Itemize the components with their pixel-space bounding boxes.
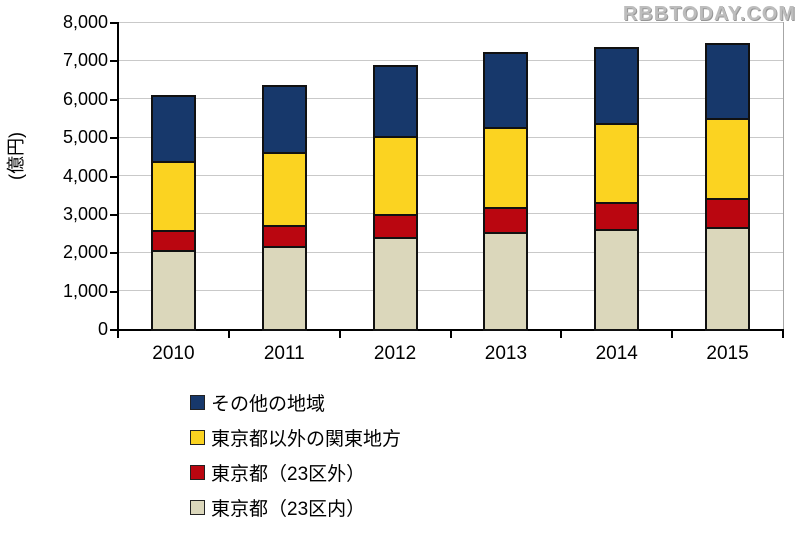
bar-segment [261,152,307,227]
legend-label: その他の地域 [211,393,326,415]
x-axis-tick [782,331,784,338]
bar-segment [150,229,196,252]
x-axis-tick [227,331,230,338]
bar-segment [705,42,751,120]
gridline [118,251,783,253]
y-axis-title: (億円) [6,132,26,180]
bar-segment [150,94,196,164]
bar-segment [483,126,529,210]
bar-segment [594,228,640,331]
y-axis-line [117,22,119,331]
y-axis-tick-label: 2,000 [62,242,108,263]
y-axis-tick-label: 7,000 [62,50,108,71]
x-axis-line [117,329,784,331]
x-axis-category-label: 2010 [152,343,195,364]
y-axis-tick [110,213,118,216]
gridline [118,59,783,61]
bar-segment [483,231,529,331]
bar-segment [594,47,640,125]
gridline [118,213,783,215]
x-axis-category-label: 2012 [373,343,417,364]
plot-right-border [783,22,784,329]
gridline [118,136,783,138]
bar-segment [594,201,640,231]
legend-label: 東京都（23区内） [211,498,366,520]
bar-segment [261,84,307,155]
x-axis-tick [338,331,341,338]
bar-segment [372,213,418,239]
bar-segment [372,64,418,138]
x-axis-category-label: 2011 [263,343,305,364]
bar-segment [150,249,196,331]
x-axis-category-label: 2013 [484,343,528,364]
x-axis-tick [449,331,452,338]
gridline [118,175,783,176]
legend-swatch [190,394,205,410]
gridline [118,290,783,292]
legend-label: 東京都（23区外） [211,463,366,485]
legend-swatch [190,464,205,480]
legend-item: その他の地域 [190,392,325,415]
bar-segment [483,51,529,129]
gridline [118,21,783,23]
legend-swatch [190,499,205,515]
x-axis-category-label: 2015 [706,343,749,364]
bar-segment [705,117,751,201]
y-axis-tick [110,329,118,331]
x-axis-category-label: 2014 [595,343,638,364]
gridline [118,98,783,100]
y-axis-tick [110,137,118,140]
y-axis-tick [110,175,118,178]
bar-segment [372,236,418,331]
y-axis-tick [110,252,118,255]
y-axis-tick-label: 6,000 [62,88,108,109]
x-axis-tick [560,331,563,338]
watermark: RBBTODAY.COM [622,3,796,25]
y-axis-tick-label: 5,000 [62,127,108,148]
x-axis-tick [671,331,674,338]
legend-swatch [190,429,205,445]
y-axis-tick [110,60,118,63]
bar-segment [150,161,196,232]
y-axis-tick-label: 0 [97,319,108,339]
legend-item: 東京都（23区内） [190,497,365,520]
bar-segment [594,122,640,204]
bar-segment [705,198,751,230]
y-axis-tick-label: 1,000 [62,280,108,301]
y-axis-tick [110,98,118,101]
bar-segment [261,225,307,248]
y-axis-tick [110,22,118,24]
bar-segment [483,207,529,234]
legend-item: 東京都（23区外） [190,462,365,485]
y-axis-tick-label: 8,000 [62,12,108,32]
bar-segment [261,245,307,331]
legend-item: 東京都以外の関東地方 [190,427,401,450]
x-axis-tick [117,331,119,338]
bar-segment [372,135,418,216]
y-axis-tick-label: 3,000 [62,203,108,224]
legend-label: 東京都以外の関東地方 [211,428,402,450]
y-axis-tick-label: 4,000 [62,165,108,186]
bar-segment [705,227,751,331]
y-axis-tick [110,290,118,293]
